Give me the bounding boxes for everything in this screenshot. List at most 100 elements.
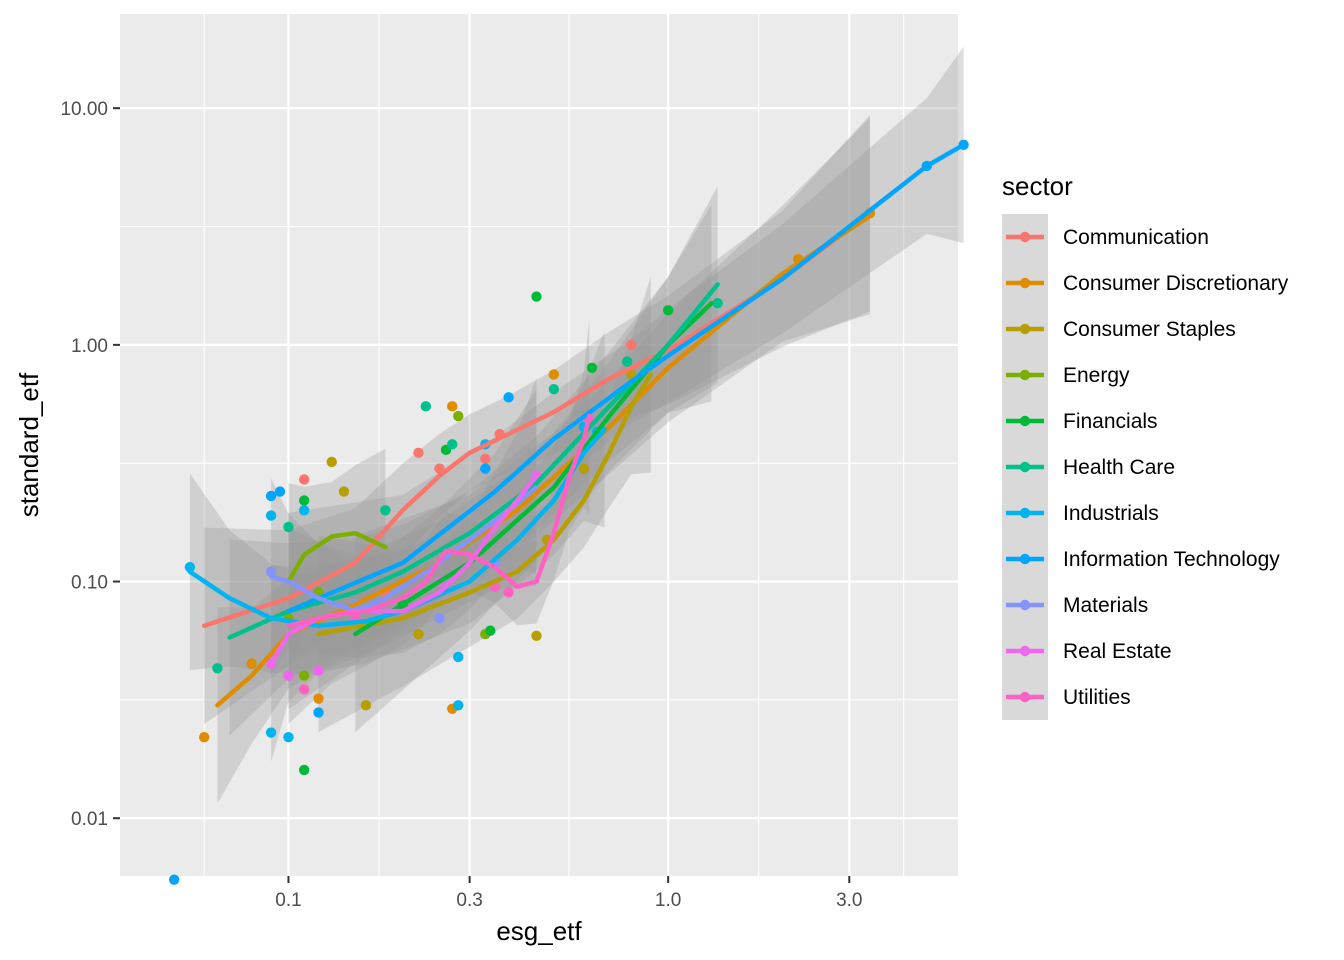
y-axis-ticks: 0.01 0.10 1.00 10.00	[60, 99, 120, 830]
data-point	[380, 505, 391, 516]
y-tick-label: 0.10	[71, 573, 108, 594]
data-point	[298, 670, 310, 681]
data-point	[548, 383, 560, 395]
data-point	[420, 401, 432, 412]
data-point	[485, 625, 496, 636]
data-point	[360, 700, 372, 711]
data-point	[199, 731, 210, 743]
legend-key-point	[1019, 415, 1031, 427]
data-point	[326, 456, 337, 468]
data-point	[413, 447, 424, 458]
data-point	[298, 495, 310, 506]
data-point	[212, 663, 223, 674]
legend-key-point	[1019, 231, 1031, 243]
confidence-band	[288, 448, 386, 680]
data-point	[621, 356, 633, 367]
data-point	[480, 453, 491, 465]
data-point	[447, 401, 458, 412]
legend-key-point	[1019, 553, 1031, 565]
legend-label: Utilities	[1063, 686, 1131, 709]
data-point	[578, 463, 590, 474]
trend-line	[268, 485, 539, 614]
trend-line	[215, 213, 873, 708]
data-point	[246, 658, 257, 669]
legend: sector Communication Consumer Discretiona…	[1002, 171, 1289, 720]
data-point	[531, 630, 542, 641]
trend-line	[286, 530, 388, 584]
data-point	[184, 561, 196, 573]
x-axis-ticks: 0.1 0.3 1.0 3.0	[275, 876, 863, 911]
grid-minor	[120, 14, 958, 876]
data-point	[283, 670, 294, 681]
data-point	[447, 439, 458, 450]
y-tick-label: 1.00	[71, 336, 108, 357]
data-point	[434, 613, 445, 624]
confidence-band	[229, 186, 718, 736]
confidence-band	[217, 117, 870, 804]
x-tick-label: 3.0	[836, 890, 862, 911]
data-point	[503, 587, 514, 598]
grid-major	[120, 14, 958, 876]
legend-key-point	[1019, 461, 1031, 473]
legend-label: Energy	[1063, 364, 1130, 387]
data-point	[283, 731, 294, 743]
data-point	[265, 490, 277, 502]
confidence-band	[288, 46, 964, 710]
legend-label: Financials	[1063, 410, 1158, 433]
legend-key-point	[1019, 369, 1031, 381]
data-point	[298, 764, 310, 776]
data-point	[453, 410, 464, 422]
data-point	[586, 362, 598, 373]
y-tick-label: 10.00	[60, 99, 108, 120]
legend-key-point	[1019, 599, 1031, 611]
y-axis-title: standard_etf	[14, 372, 44, 517]
legend-key-point	[1019, 277, 1031, 289]
trend-line	[316, 372, 654, 637]
trend-line	[268, 473, 539, 666]
data-point	[413, 628, 424, 640]
x-axis-title: esg_etf	[496, 916, 582, 946]
data-point	[313, 665, 324, 676]
data-point	[338, 486, 350, 497]
legend-label: Health Care	[1063, 456, 1175, 479]
trend-line	[286, 413, 592, 629]
trend-line	[227, 282, 720, 640]
data-point	[298, 505, 310, 516]
trend-lines	[187, 142, 966, 708]
data-point	[274, 486, 286, 497]
data-point	[265, 566, 277, 577]
data-point	[503, 392, 514, 403]
legend-label: Real Estate	[1063, 640, 1172, 663]
trend-line	[201, 210, 873, 629]
data-point	[313, 693, 324, 704]
data-point	[283, 521, 294, 533]
legend-label: Communication	[1063, 226, 1209, 249]
data-point	[298, 474, 310, 485]
plot-panel	[120, 14, 958, 876]
data-point	[298, 684, 310, 695]
x-tick-label: 0.3	[456, 890, 482, 911]
data-point	[531, 291, 542, 302]
x-tick-label: 0.1	[275, 890, 301, 911]
legend-label: Consumer Discretionary	[1063, 272, 1289, 295]
data-point	[548, 369, 560, 380]
legend-key-point	[1019, 507, 1031, 519]
data-point	[313, 707, 324, 718]
legend-key-point	[1019, 691, 1031, 703]
x-tick-label: 1.0	[655, 890, 681, 911]
data-point	[626, 339, 637, 351]
data-point	[712, 297, 723, 309]
data-point	[453, 700, 464, 711]
legend-label: Industrials	[1063, 502, 1159, 525]
data-point	[480, 463, 491, 474]
legend-label: Materials	[1063, 594, 1148, 617]
legend-label: Information Technology	[1063, 548, 1280, 571]
legend-key-point	[1019, 323, 1031, 335]
y-tick-label: 0.01	[71, 809, 108, 830]
legend-title: sector	[1002, 171, 1073, 201]
confidence-band	[189, 331, 605, 673]
data-point	[662, 305, 674, 316]
legend-label: Consumer Staples	[1063, 318, 1236, 341]
data-point	[265, 510, 277, 521]
